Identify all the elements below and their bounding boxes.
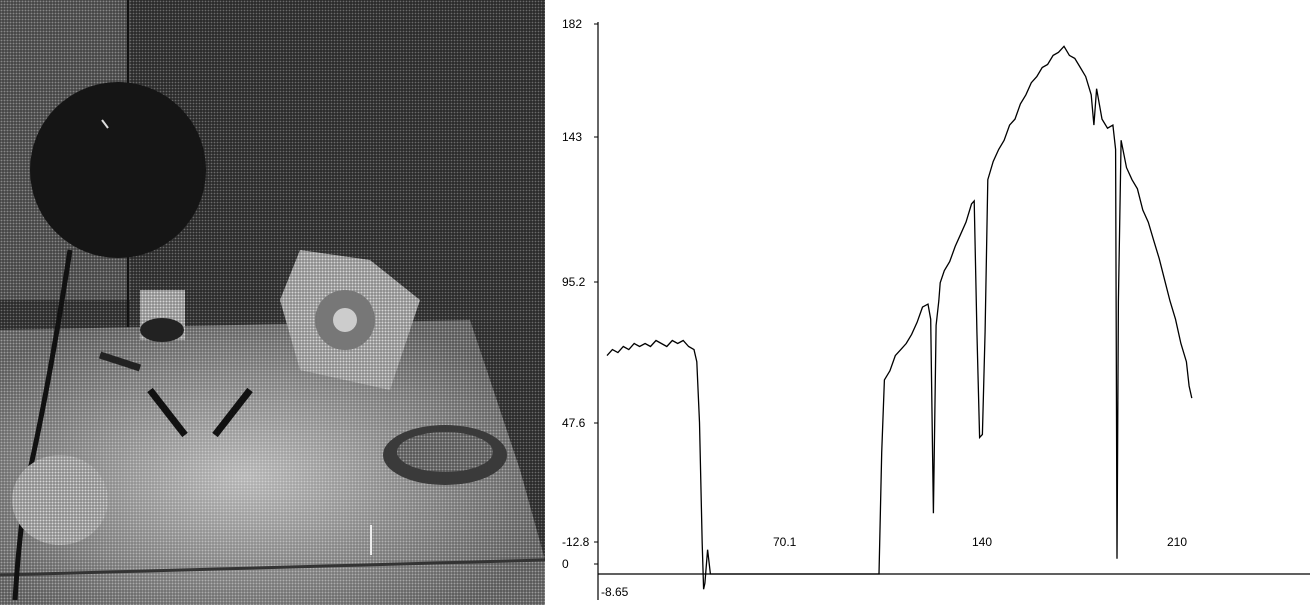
lamp-stem: [12, 249, 73, 601]
y-tick-label: 182: [562, 17, 582, 31]
y-tick-label: 95.2: [562, 275, 586, 289]
x-min-label: -8.65: [601, 585, 629, 599]
lamp-base: [12, 455, 108, 545]
photo-svg: [0, 0, 546, 605]
chart-svg: -12.8 0 47.6 95.2 143 182 70.1 140 210 -8.65: [562, 17, 1310, 600]
x-tick-label: 210: [1167, 535, 1187, 549]
table-highlight: [0, 320, 545, 605]
y-tick-labels: -12.8 0 47.6 95.2 143 182: [562, 17, 598, 571]
photograph: [0, 0, 546, 605]
line-chart: -12.8 0 47.6 95.2 143 182 70.1 140 210 -8.65: [545, 0, 1314, 605]
lamp-shade: [30, 82, 206, 258]
lamp-highlight: [101, 119, 109, 129]
y-tick-label: 143: [562, 130, 582, 144]
y-tick-label: 47.6: [562, 416, 586, 430]
pen-3: [98, 351, 142, 372]
x-tick-label: 70.1: [773, 535, 797, 549]
ashtray-inner: [397, 432, 493, 472]
x-tick-label: 140: [972, 535, 992, 549]
y-tick-label: -12.8: [562, 535, 590, 549]
x-tick-labels: 70.1 140 210: [773, 535, 1187, 549]
pen-1: [147, 387, 188, 438]
series-line: [606, 45, 1193, 590]
cup-shadow: [140, 318, 184, 342]
table-edge: [0, 558, 546, 577]
telephone-dial-center: [333, 308, 357, 332]
y-tick-label: 0: [562, 557, 569, 571]
pen-2: [212, 387, 253, 438]
